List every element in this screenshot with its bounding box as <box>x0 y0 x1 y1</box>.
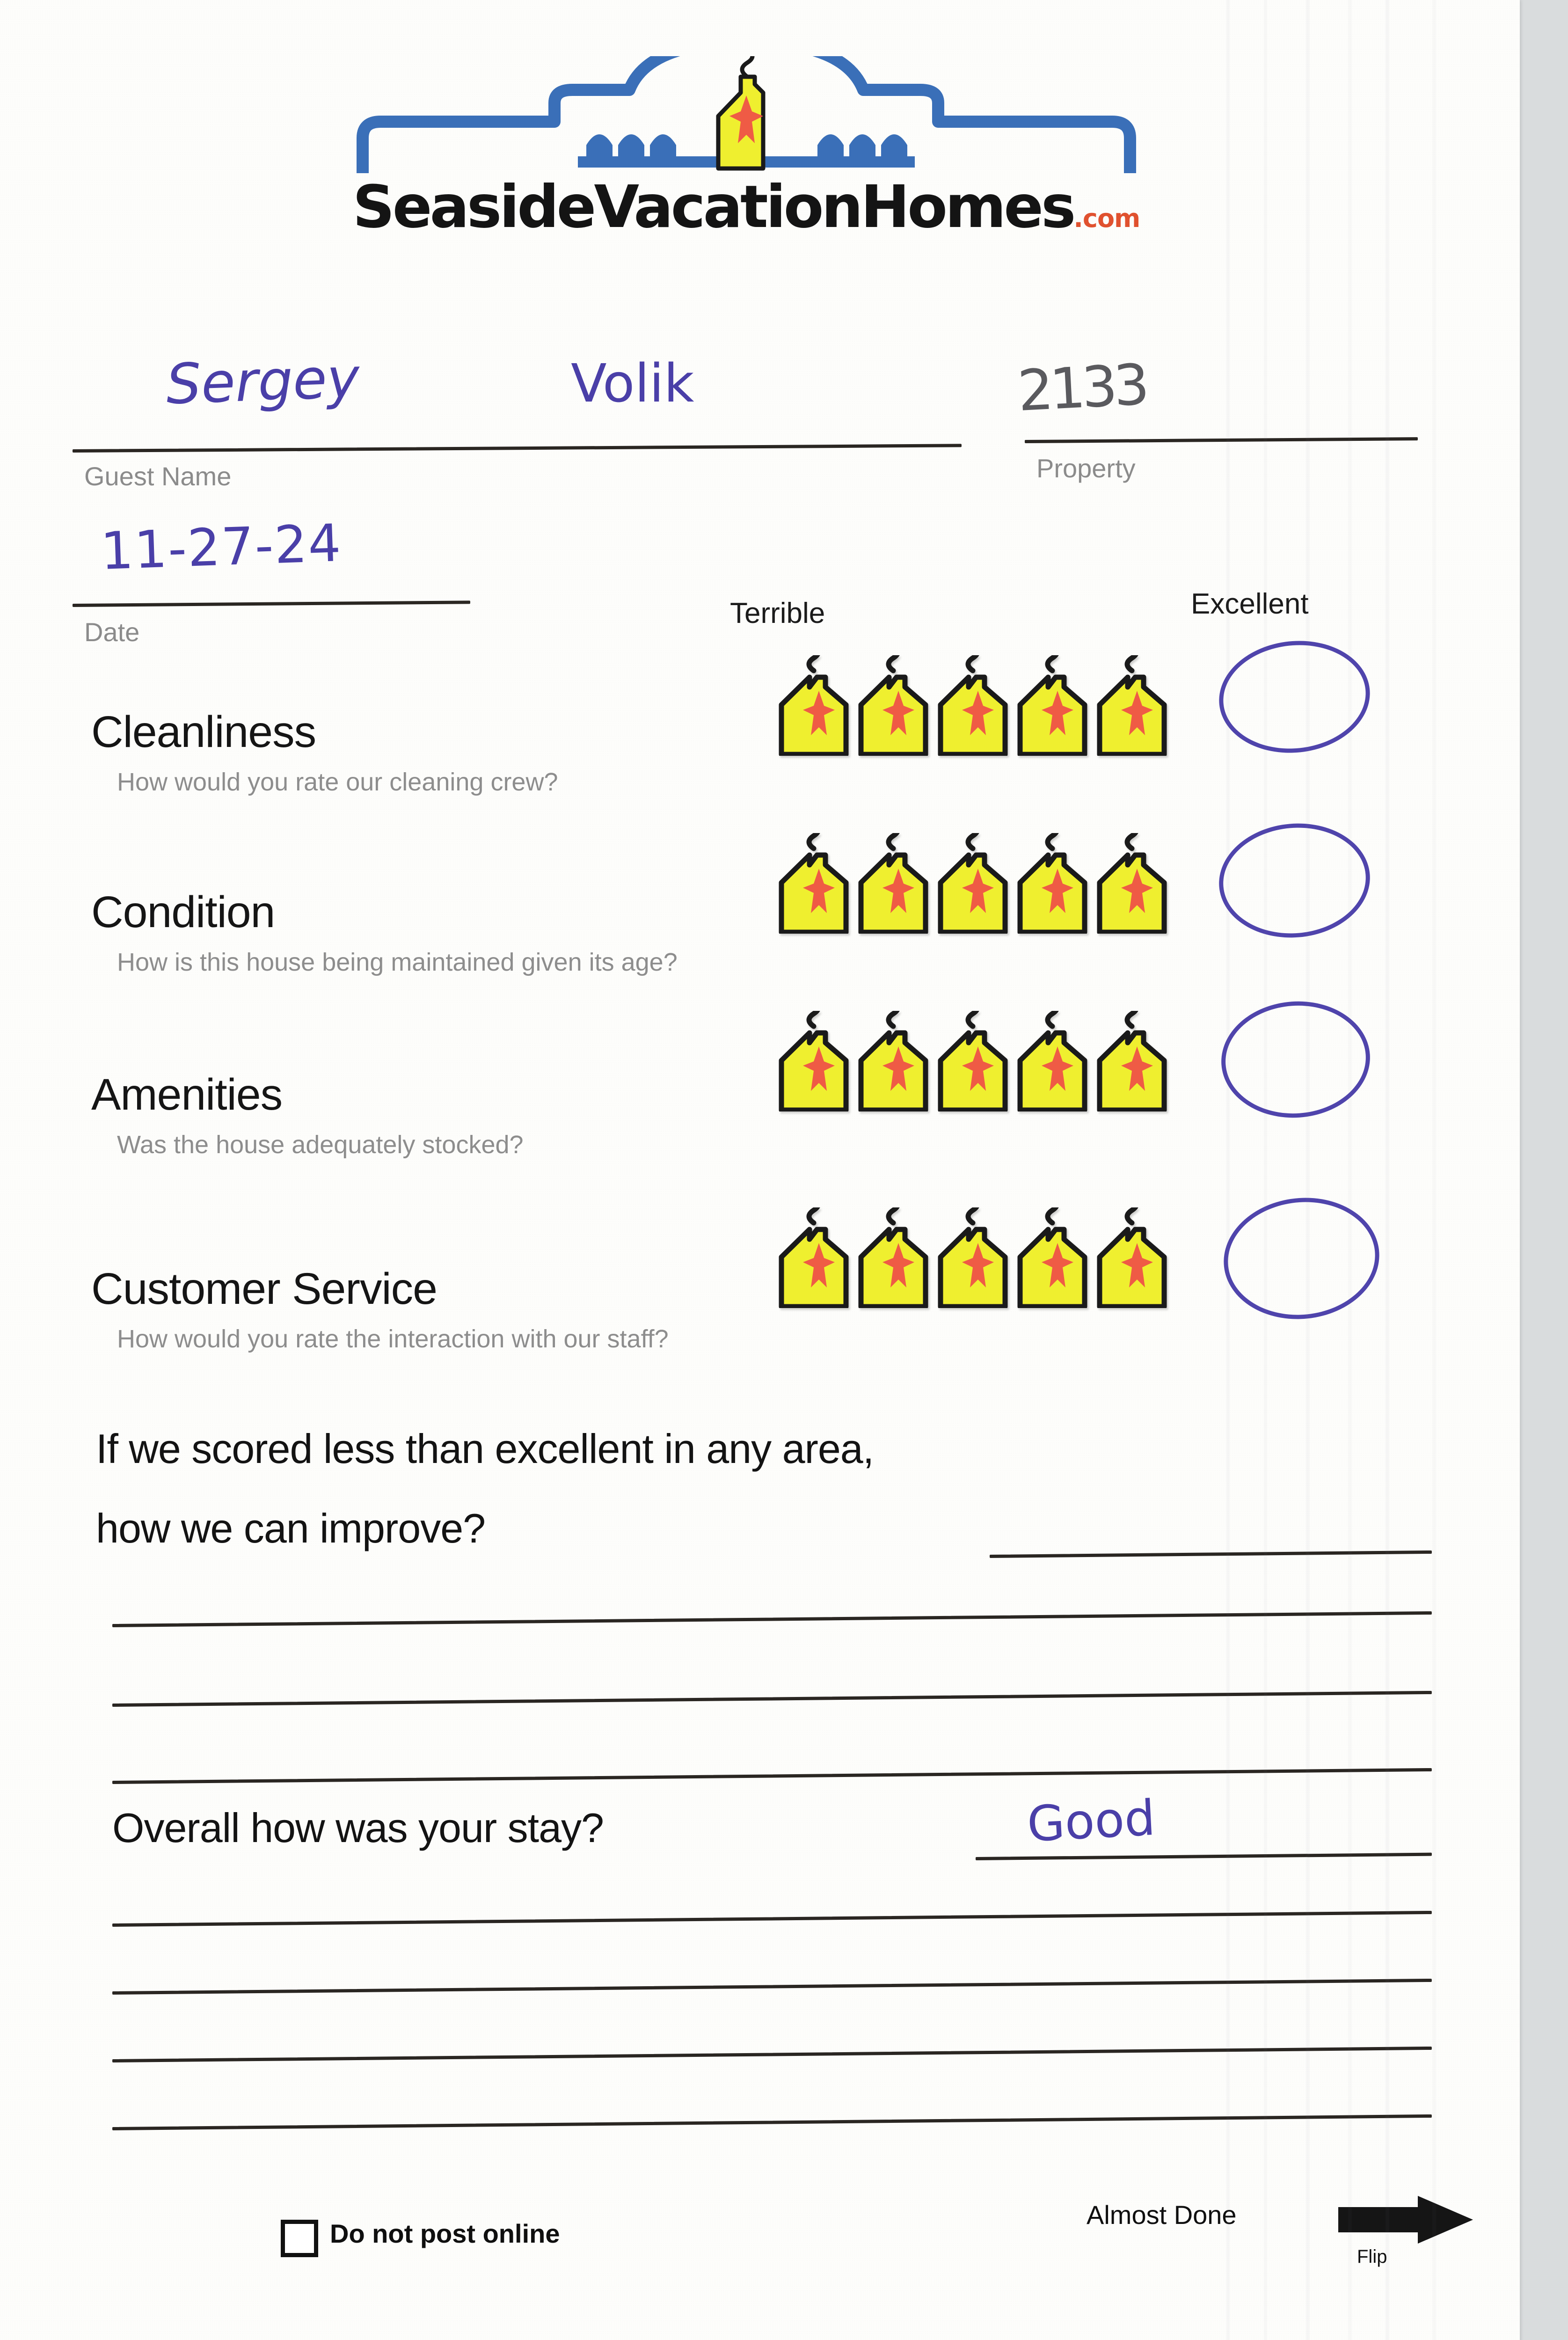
rating-house-icon-1[interactable] <box>777 833 851 934</box>
house-with-waves-logo-icon <box>357 56 1136 173</box>
date-value[interactable]: 11-27-24 <box>99 513 343 581</box>
rating-house-icon-5[interactable] <box>1095 1207 1169 1308</box>
rating-house-icon-2[interactable] <box>856 833 930 934</box>
selected-rating-cleanliness <box>1213 633 1376 760</box>
selected-rating-condition <box>1214 817 1375 944</box>
overall-rule-2[interactable] <box>112 1910 1432 1927</box>
rating-question-amenities: Was the house adequately stocked? <box>117 1131 524 1159</box>
almost-done-label: Almost Done <box>1087 2200 1237 2230</box>
guest-last-name-value[interactable]: Volik <box>571 353 694 414</box>
rating-house-icon-1[interactable] <box>777 1011 851 1112</box>
rating-scale-cleanliness <box>777 655 1169 756</box>
do-not-post-online-label: Do not post online <box>330 2219 560 2248</box>
guest-name-rule <box>72 444 962 453</box>
rating-question-condition: How is this house being maintained given… <box>117 948 678 976</box>
property-rule <box>1024 437 1418 443</box>
brand-tld: .com <box>1073 204 1140 233</box>
improve-answer-rule-2[interactable] <box>112 1611 1432 1627</box>
rating-house-icon-3[interactable] <box>936 655 1010 756</box>
rating-house-icon-3[interactable] <box>936 1207 1010 1308</box>
rating-house-icon-5[interactable] <box>1095 833 1169 934</box>
improve-answer-rule-1[interactable] <box>989 1550 1432 1558</box>
brand-logo: SeasideVacationHomes.com <box>349 56 1144 290</box>
rating-question-customer-service: How would you rate the interaction with … <box>117 1325 669 1353</box>
rating-house-icon-1[interactable] <box>777 655 851 756</box>
overall-rule-top <box>112 1768 1432 1784</box>
selected-rating-customer-service <box>1218 1190 1386 1327</box>
overall-rule-3[interactable] <box>112 1978 1432 1995</box>
right-arrow-icon <box>1338 2196 1473 2244</box>
do-not-post-online-checkbox[interactable] <box>281 2220 318 2257</box>
rating-title-customer-service: Customer Service <box>91 1264 438 1314</box>
brand-wordmark: SeasideVacationHomes.com <box>349 173 1144 241</box>
rating-house-icon-3[interactable] <box>936 1011 1010 1112</box>
rating-house-icon-2[interactable] <box>856 1207 930 1308</box>
rating-title-amenities: Amenities <box>91 1070 283 1119</box>
rating-house-icon-5[interactable] <box>1095 655 1169 756</box>
rating-house-icon-4[interactable] <box>1015 1207 1089 1308</box>
rating-house-icon-4[interactable] <box>1015 655 1089 756</box>
selected-rating-amenities <box>1217 996 1374 1123</box>
overall-answer-value[interactable]: Good <box>1025 1789 1157 1853</box>
scale-low-label: Terrible <box>730 597 825 629</box>
rating-house-icon-2[interactable] <box>856 655 930 756</box>
property-value[interactable]: 2133 <box>1016 352 1147 424</box>
rating-scale-amenities <box>777 1011 1169 1112</box>
rating-house-icon-4[interactable] <box>1015 833 1089 934</box>
guest-name-label: Guest Name <box>84 461 232 491</box>
scale-high-label: Excellent <box>1191 588 1309 620</box>
scanned-form-page: SeasideVacationHomes.com Guest Name Serg… <box>0 0 1520 2340</box>
rating-scale-customer-service <box>777 1207 1169 1308</box>
overall-rule-4[interactable] <box>112 2046 1432 2062</box>
improve-question-line1: If we scored less than excellent in any … <box>96 1426 874 1472</box>
rating-house-icon-5[interactable] <box>1095 1011 1169 1112</box>
overall-rule-5[interactable] <box>112 2114 1432 2130</box>
improve-answer-rule-3[interactable] <box>112 1690 1432 1707</box>
rating-house-icon-3[interactable] <box>936 833 1010 934</box>
rating-scale-condition <box>777 833 1169 934</box>
overall-question: Overall how was your stay? <box>112 1805 604 1851</box>
rating-house-icon-2[interactable] <box>856 1011 930 1112</box>
rating-house-icon-4[interactable] <box>1015 1011 1089 1112</box>
flip-label: Flip <box>1357 2246 1387 2267</box>
brand-name: SeasideVacationHomes <box>352 173 1076 241</box>
guest-first-name-value[interactable]: Sergey <box>165 345 361 417</box>
rating-house-icon-1[interactable] <box>777 1207 851 1308</box>
rating-title-condition: Condition <box>91 887 275 937</box>
date-rule <box>72 600 471 607</box>
date-label: Date <box>84 617 140 647</box>
improve-question-line2: how we can improve? <box>96 1505 486 1551</box>
rating-title-cleanliness: Cleanliness <box>91 707 316 757</box>
property-label: Property <box>1036 453 1136 483</box>
rating-question-cleanliness: How would you rate our cleaning crew? <box>117 768 558 796</box>
overall-answer-rule[interactable] <box>975 1852 1432 1860</box>
